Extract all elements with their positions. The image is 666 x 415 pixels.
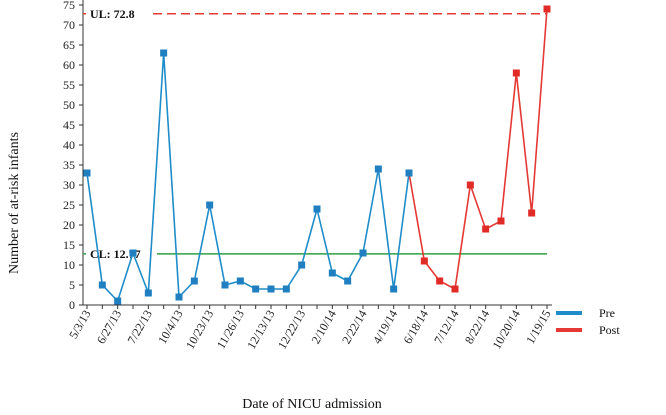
- y-tick-label: 5: [69, 278, 75, 292]
- pre-data-point: [190, 277, 198, 285]
- x-axis-ticks: 5/3/13 6/27/13 7/22/13 10/4/1310/23/1311/26…: [66, 305, 554, 352]
- x-tick-label: 10/4/13: [155, 308, 185, 347]
- y-tick-label: 0: [69, 298, 75, 312]
- x-tick-label: 1/19/15: [523, 308, 553, 347]
- x-tick-label: 10/20/14: [489, 308, 522, 352]
- post-data-point: [420, 257, 428, 265]
- x-tick-label: 7/12/14: [431, 308, 461, 347]
- y-axis-ticks: 0 5 10 15 20 25 30 35 40 45 50 55 60 65 70 75: [63, 0, 83, 312]
- post-series-line: [408, 8, 548, 291]
- post-data-point: [482, 225, 490, 233]
- y-tick-label: 20: [63, 218, 75, 232]
- x-tick-label: 11/26/13: [214, 308, 247, 352]
- post-data-point: [512, 69, 520, 77]
- pre-data-point: [175, 293, 183, 301]
- series-markers: [83, 5, 551, 305]
- y-tick-label: 10: [63, 258, 75, 272]
- legend-label-pre: Pre: [599, 306, 615, 320]
- y-tick-label: 65: [63, 38, 75, 52]
- pre-data-point: [359, 249, 367, 257]
- pre-data-point: [98, 281, 106, 289]
- post-data-point: [436, 277, 444, 285]
- post-data-point: [497, 217, 505, 225]
- post-data-point: [528, 209, 536, 217]
- x-tick-label: 2/10/14: [308, 308, 338, 347]
- x-tick-label: 12/13/13: [244, 308, 277, 352]
- x-tick-label: 5/3/13: [66, 308, 93, 342]
- x-axis-title: Date of NICU admission: [242, 397, 382, 412]
- pre-data-point: [313, 205, 321, 213]
- pre-data-point: [206, 201, 214, 209]
- y-tick-label: 15: [63, 238, 75, 252]
- center-line-label-bg: [86, 245, 157, 262]
- upper-limit-label-bg: [86, 5, 150, 22]
- pre-series-line: [86, 52, 410, 303]
- pre-data-point: [114, 297, 122, 305]
- y-tick-label: 55: [63, 78, 75, 92]
- y-tick-label: 45: [63, 118, 75, 132]
- x-tick-label: 2/22/14: [339, 308, 369, 347]
- x-tick-label: 10/23/13: [183, 308, 216, 352]
- pre-data-point: [83, 169, 91, 177]
- x-tick-label: 4/19/14: [370, 308, 400, 347]
- y-axis-title: Number of at-risk infants: [7, 132, 22, 274]
- pre-data-point: [252, 285, 260, 293]
- pre-data-point: [374, 165, 382, 173]
- x-tick-label: 12/22/13: [275, 308, 308, 352]
- x-tick-label: 8/22/14: [462, 307, 492, 346]
- y-tick-label: 40: [63, 138, 75, 152]
- pre-data-point: [390, 285, 398, 293]
- upper-limit-label: UL: 72.8: [90, 7, 135, 21]
- x-tick-label: 6/27/13: [94, 308, 124, 347]
- reference-lines: UL: 72.8 CL: 12.77: [83, 5, 547, 262]
- post-data-point: [466, 181, 474, 189]
- pre-data-point: [282, 285, 290, 293]
- y-tick-label: 30: [63, 178, 75, 192]
- post-data-point: [543, 5, 551, 13]
- x-tick-label: 7/22/13: [124, 308, 154, 347]
- y-tick-label: 75: [63, 0, 75, 12]
- y-tick-label: 35: [63, 158, 75, 172]
- pre-data-point: [129, 249, 137, 257]
- post-data-point: [451, 285, 459, 293]
- x-tick-label: 6/18/14: [400, 308, 430, 347]
- pre-data-point: [405, 169, 413, 177]
- y-tick-label: 70: [63, 18, 75, 32]
- pre-data-point: [328, 269, 336, 277]
- series-lines: [86, 8, 548, 303]
- legend-label-post: Post: [599, 323, 620, 337]
- pre-data-point: [160, 49, 168, 57]
- pre-data-point: [221, 281, 229, 289]
- pre-data-point: [344, 277, 352, 285]
- y-tick-label: 25: [63, 198, 75, 212]
- y-tick-label: 50: [63, 98, 75, 112]
- pre-data-point: [267, 285, 275, 293]
- pre-data-point: [144, 289, 152, 297]
- center-line-label: CL: 12.77: [90, 247, 141, 261]
- pre-data-point: [298, 261, 306, 269]
- pre-data-point: [236, 277, 244, 285]
- legend: Pre Post: [556, 306, 620, 337]
- y-tick-label: 60: [63, 58, 75, 72]
